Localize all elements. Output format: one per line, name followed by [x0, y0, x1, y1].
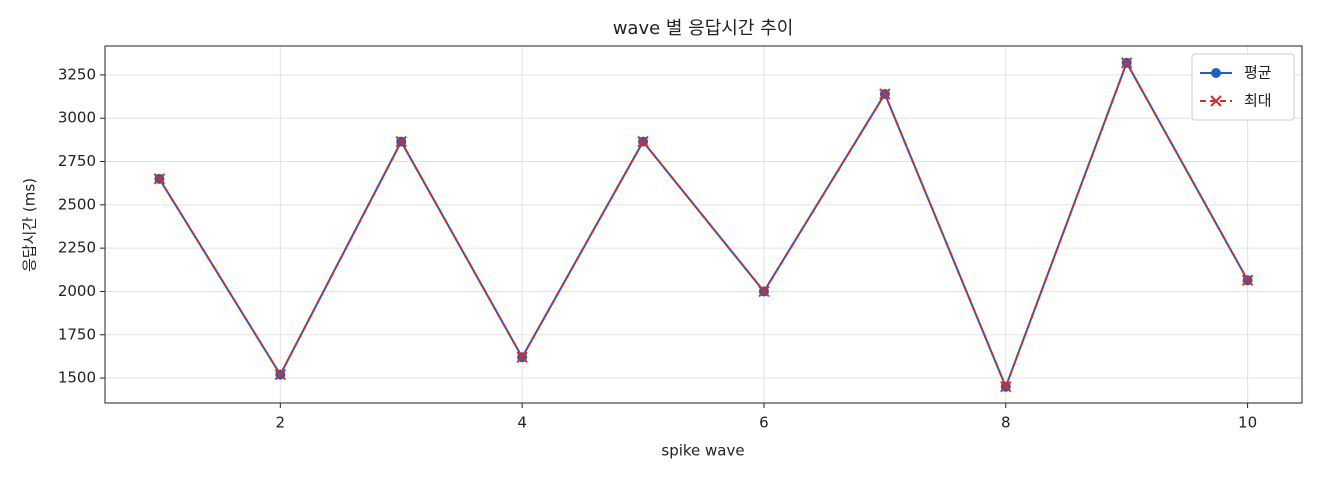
- y-tick-label: 2750: [58, 152, 96, 170]
- marker-x: [758, 285, 770, 298]
- marker-x: [395, 135, 407, 148]
- x-tick-label: 4: [517, 414, 527, 432]
- marker-dot: [1211, 68, 1221, 78]
- y-tick-label: 1500: [58, 369, 96, 387]
- marker-x: [1241, 274, 1254, 286]
- marker-x: [1000, 381, 1012, 393]
- y-tick-label: 3250: [58, 65, 96, 83]
- legend-label: 최대: [1244, 92, 1272, 110]
- x-axis-label: spike wave: [661, 442, 744, 460]
- y-tick-label: 3000: [58, 109, 96, 127]
- x-tick-label: 8: [1001, 414, 1011, 432]
- x-tick-label: 6: [759, 414, 769, 432]
- marker-x: [153, 173, 166, 185]
- x-tick-label: 2: [276, 414, 286, 432]
- marker-x: [516, 351, 528, 363]
- x-tick-label: 10: [1238, 414, 1257, 432]
- legend-label: 평균: [1244, 64, 1272, 82]
- chart-title: wave 별 응답시간 추이: [613, 18, 794, 39]
- y-tick-label: 2500: [58, 195, 96, 213]
- y-tick-label: 2250: [58, 239, 96, 257]
- marker-x: [274, 368, 287, 381]
- marker-x: [637, 135, 649, 148]
- y-axis-label: 응답시간 (ms): [21, 178, 39, 272]
- plot-frame: [104, 45, 1303, 404]
- series-line: [158, 60, 1249, 390]
- series-line: [158, 60, 1249, 390]
- marker-x: [1120, 57, 1133, 69]
- y-tick-label: 1750: [58, 325, 96, 343]
- marker-x: [1210, 95, 1222, 107]
- y-tick-label: 2000: [58, 282, 96, 300]
- legend-box: [1191, 53, 1295, 121]
- marker-x: [879, 88, 891, 100]
